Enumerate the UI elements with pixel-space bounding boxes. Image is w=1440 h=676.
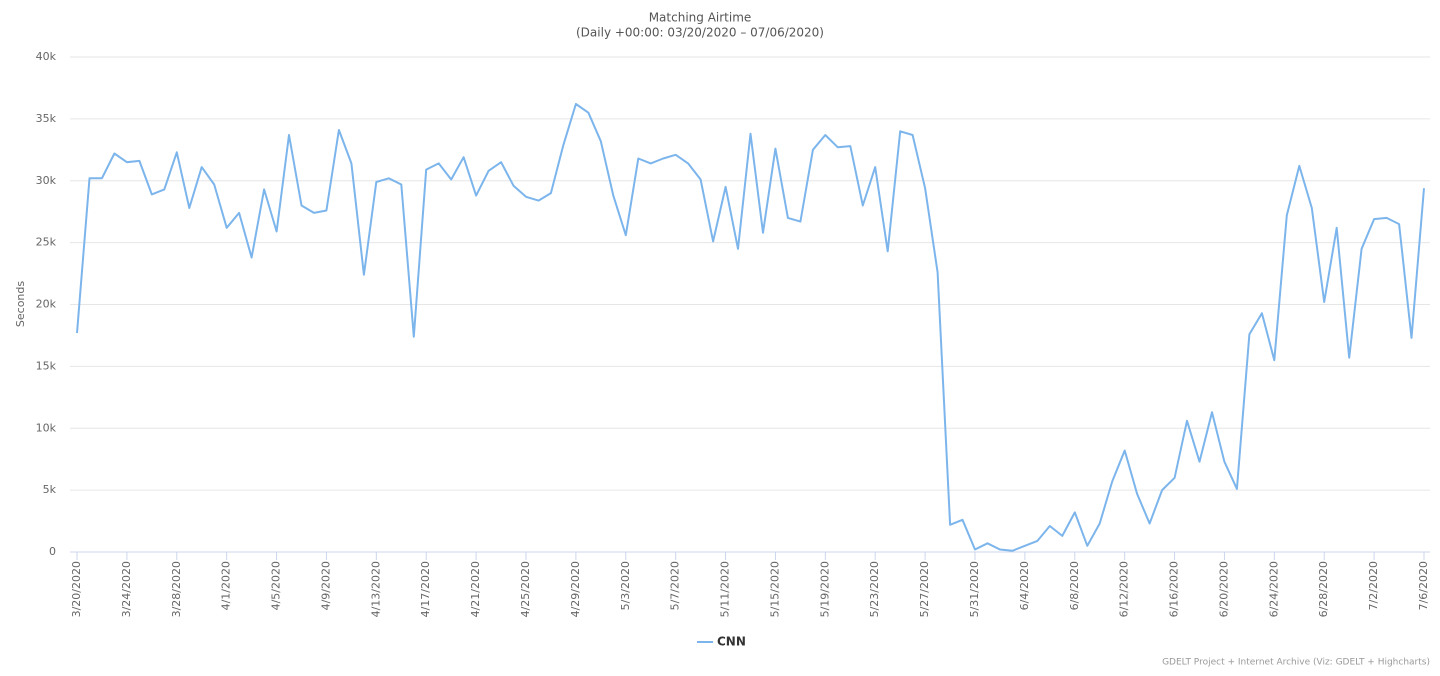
y-tick-label: 10k [36,421,57,434]
x-tick-label: 6/8/2020 [1068,561,1081,610]
credit: GDELT Project + Internet Archive (Viz: G… [1162,658,1430,668]
x-tick-label: 4/17/2020 [419,561,432,617]
x-tick-label: 7/6/2020 [1417,561,1430,610]
x-tick-label: 6/16/2020 [1168,561,1181,617]
x-tick-label: 5/31/2020 [968,561,981,617]
x-tick-label: 6/24/2020 [1267,561,1280,617]
x-tick-label: 4/29/2020 [569,561,582,617]
x-tick-label: 5/27/2020 [918,561,931,617]
x-tick-label: 5/15/2020 [768,561,781,617]
x-tick-label: 6/20/2020 [1217,561,1230,617]
x-tick-label: 6/12/2020 [1118,561,1131,617]
x-tick-label: 5/11/2020 [719,561,732,617]
x-tick-label: 5/7/2020 [669,561,682,610]
x-tick-label: 4/21/2020 [469,561,482,617]
y-tick-label: 20k [36,298,57,311]
x-tick-label: 5/23/2020 [868,561,881,617]
y-tick-label: 5k [43,483,57,496]
y-tick-label: 35k [36,112,57,125]
x-tick-label: 3/28/2020 [170,561,183,617]
x-tick-label: 4/1/2020 [220,561,233,610]
x-tick-label: 5/3/2020 [619,561,632,610]
x-tick-label: 6/4/2020 [1018,561,1031,610]
x-tick-label: 3/24/2020 [120,561,133,617]
x-tick-label: 7/2/2020 [1367,561,1380,610]
y-tick-label: 0 [49,545,56,558]
x-tick-label: 3/20/2020 [70,561,83,617]
line-series [76,103,1425,552]
x-tick-label: 5/19/2020 [818,561,831,617]
x-tick-label: 4/9/2020 [319,561,332,610]
y-tick-label: 25k [36,236,57,249]
x-tick-label: 4/13/2020 [369,561,382,617]
legend-label: CNN [717,635,746,649]
x-tick-label: 4/5/2020 [270,561,283,610]
chart-title: Matching Airtime [649,11,752,25]
y-tick-label: 40k [36,50,57,63]
chart-subtitle: (Daily +00:00: 03/20/2020 – 07/06/2020) [576,26,824,40]
y-tick-label: 15k [36,359,57,372]
y-tick-label: 30k [36,174,57,187]
x-tick-label: 4/25/2020 [519,561,532,617]
x-tick-label: 6/28/2020 [1317,561,1330,617]
y-axis-title: Seconds [14,281,27,327]
